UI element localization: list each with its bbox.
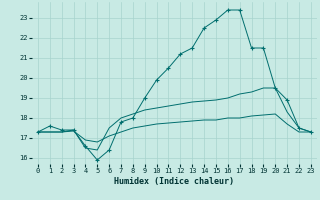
X-axis label: Humidex (Indice chaleur): Humidex (Indice chaleur): [115, 177, 234, 186]
